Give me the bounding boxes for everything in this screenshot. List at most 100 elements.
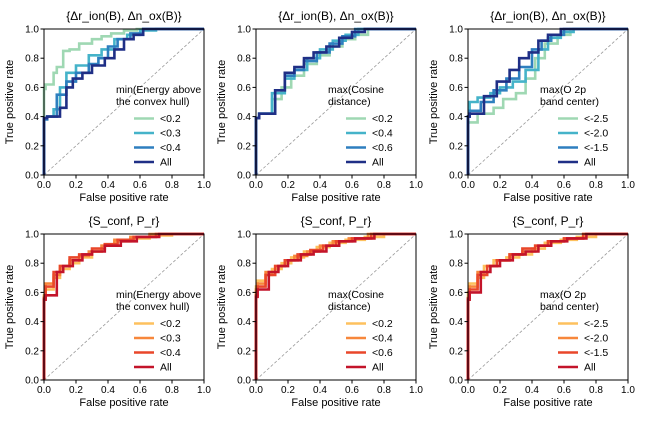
legend-entry: All [160,362,172,374]
x-tick-label: 0.4 [101,180,115,191]
panel-title: {S_conf, P_r} [301,214,372,228]
x-axis-label: False positive rate [291,192,380,204]
y-axis-label: True positive rate [428,60,440,145]
legend-entry: All [160,157,172,169]
x-tick-label: 0.0 [249,385,263,396]
x-tick-label: 1.0 [197,180,211,191]
legend-entry: <0.2 [160,318,181,330]
x-tick-label: 0.8 [589,180,603,191]
roc-panel-6: {S_conf, P_r} 0.00.0 0.2 0.2 0.4 0.4 0.6 0.6 0.8… [428,214,635,409]
x-tick-label: 0.6 [133,180,147,191]
legend-title: max(O 2p [540,84,586,96]
legend-title: distance) [328,301,371,313]
legend-title: max(O 2p [540,289,586,301]
legend-entry: All [372,157,384,169]
x-tick-label: 0.4 [313,385,327,396]
roc-panel-1: {Δr_ion(B), Δn_ox(B)} 0.00.0 0.2 0.2 0.4 0.4 0… [4,9,211,204]
y-axis-label: True positive rate [216,265,228,350]
axes-frame [255,233,417,381]
legend-entry: <0.4 [372,333,393,345]
x-tick-label: 0.8 [377,385,391,396]
legend-entry: All [584,362,596,374]
y-tick-label: 0.2 [449,346,463,357]
legend-entry: <0.4 [160,142,181,154]
y-axis-label: True positive rate [216,60,228,145]
legend-entry: <-2.5 [584,113,608,125]
x-tick-label: 0.6 [133,385,147,396]
y-tick-label: 0.0 [449,376,463,387]
y-tick-label: 0.8 [25,54,39,65]
x-axis-label: False positive rate [79,192,168,204]
legend-entry: <0.2 [372,318,393,330]
x-tick-label: 0.0 [37,385,51,396]
x-tick-label: 0.2 [281,180,295,191]
roc-panel-4: {S_conf, P_r} 0.00.0 0.2 0.2 0.4 0.4 0.6 0.6 0.8… [4,214,211,409]
legend-title: band center) [540,301,599,313]
chance-diagonal-line [467,28,629,176]
panel-title: {S_conf, P_r} [513,214,584,228]
legend-entry: <-2.5 [584,318,608,330]
roc-curve-1 [42,27,204,175]
legend-entry: All [584,157,596,169]
y-tick-label: 1.0 [25,230,39,241]
y-tick-label: 1.0 [25,25,39,36]
x-tick-label: 0.0 [249,180,263,191]
y-tick-label: 0.0 [237,171,251,182]
y-axis-label: True positive rate [4,265,16,350]
chance-diagonal-line [255,28,417,176]
x-tick-label: 0.8 [165,180,179,191]
x-tick-label: 0.8 [377,180,391,191]
y-tick-label: 0.2 [449,141,463,152]
x-axis-label: False positive rate [79,397,168,409]
x-tick-label: 0.6 [557,180,571,191]
axes-frame [255,28,417,176]
y-tick-label: 0.4 [237,317,251,328]
y-tick-label: 0.2 [25,141,39,152]
chance-diagonal-line [43,233,205,381]
roc-curve-4 [254,27,416,175]
x-tick-label: 1.0 [197,385,211,396]
x-tick-label: 0.4 [525,385,539,396]
x-axis-label: False positive rate [503,192,592,204]
legend-entry: <0.4 [160,347,181,359]
legend-entry: All [372,362,384,374]
roc-panel-5: {S_conf, P_r} 0.00.0 0.2 0.2 0.4 0.4 0.6 0.6 0.8… [216,214,423,409]
legend-entry: <0.6 [372,142,393,154]
legend-entry: <0.3 [160,128,181,140]
y-axis-label: True positive rate [428,265,440,350]
x-tick-label: 0.0 [461,385,475,396]
x-tick-label: 0.0 [37,180,51,191]
legend-entry: <-2.0 [584,333,608,345]
y-tick-label: 0.4 [25,112,39,123]
x-axis-label: False positive rate [503,397,592,409]
x-tick-label: 1.0 [409,180,423,191]
legend-entry: <0.2 [372,113,393,125]
roc-curve-4 [42,232,204,380]
x-tick-label: 0.4 [313,180,327,191]
axes-frame [43,28,205,176]
legend-entry: <-2.0 [584,128,608,140]
chance-diagonal-line [43,28,205,176]
y-axis-label: True positive rate [4,60,16,145]
roc-panel-3: {Δr_ion(B), Δn_ox(B)} 0.00.0 0.2 0.2 0.4 0.4 0… [428,9,635,204]
y-tick-label: 0.6 [237,288,251,299]
legend-title: the convex hull) [116,301,190,313]
legend-title: distance) [328,96,371,108]
y-tick-label: 0.0 [237,376,251,387]
legend-entry: <-1.5 [584,142,608,154]
panel-title: {Δr_ion(B), Δn_ox(B)} [490,9,605,23]
y-tick-label: 0.4 [449,112,463,123]
legend-entry: <0.3 [160,333,181,345]
y-tick-label: 1.0 [449,230,463,241]
y-tick-label: 0.2 [237,141,251,152]
x-tick-label: 0.8 [165,385,179,396]
chance-diagonal-line [255,233,417,381]
legend-title: min(Energy above [116,84,201,96]
y-tick-label: 0.0 [25,376,39,387]
